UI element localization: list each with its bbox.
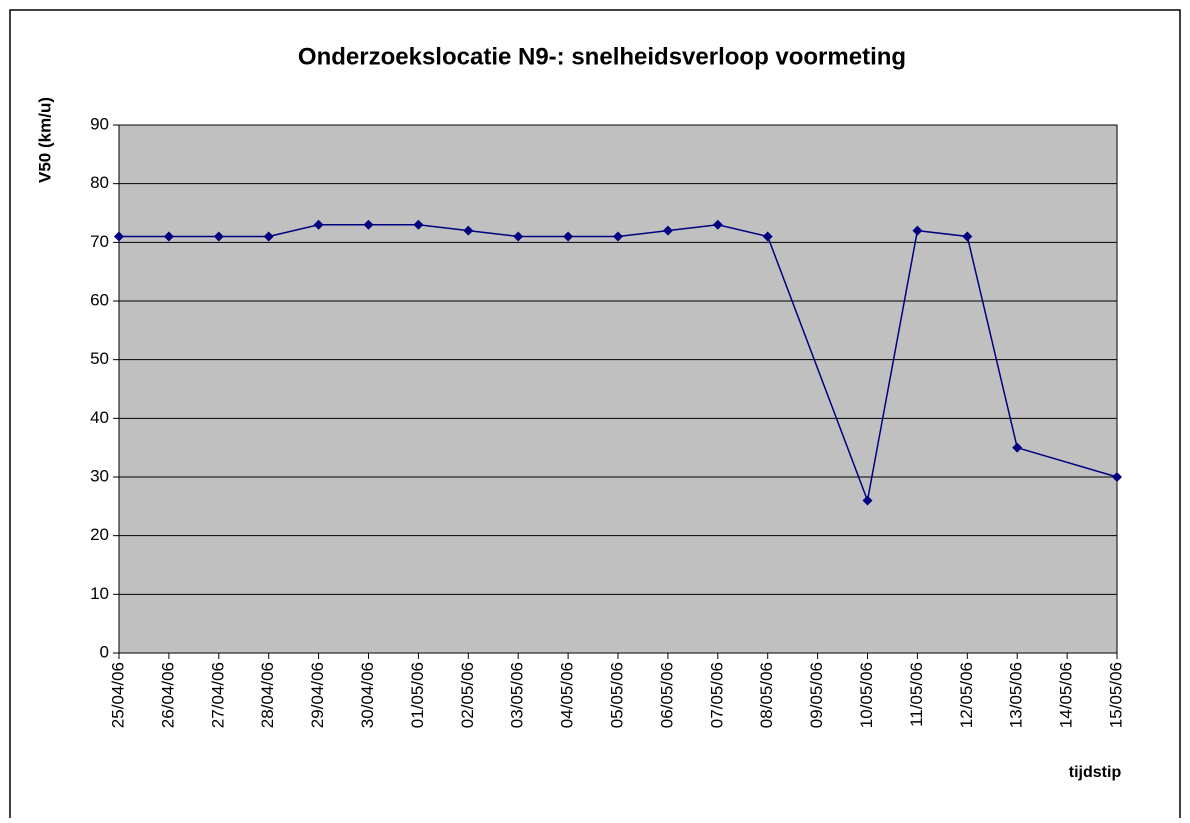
data-point bbox=[263, 231, 274, 242]
x-tick-label: 28/04/06 bbox=[258, 662, 277, 728]
data-point bbox=[563, 231, 574, 242]
x-tick-label: 04/05/06 bbox=[558, 662, 577, 728]
data-point bbox=[413, 219, 424, 230]
y-tick-label: 90 bbox=[90, 114, 109, 133]
data-point bbox=[712, 219, 723, 230]
y-tick-label: 50 bbox=[90, 349, 109, 368]
x-tick-label: 25/04/06 bbox=[108, 662, 127, 728]
y-tick-label: 30 bbox=[90, 466, 109, 485]
x-tick-label: 06/05/06 bbox=[657, 662, 676, 728]
data-point bbox=[313, 219, 324, 230]
x-tick-label: 05/05/06 bbox=[607, 662, 626, 728]
x-tick-label: 29/04/06 bbox=[308, 662, 327, 728]
x-tick-label: 11/05/06 bbox=[907, 662, 926, 727]
data-point bbox=[1112, 472, 1122, 482]
x-tick-label: 03/05/06 bbox=[508, 662, 527, 728]
x-tick-label: 15/05/06 bbox=[1106, 662, 1125, 728]
data-point bbox=[862, 495, 873, 506]
x-tick-label: 13/05/06 bbox=[1007, 662, 1026, 728]
x-tick-label: 01/05/06 bbox=[408, 662, 427, 728]
data-point bbox=[463, 225, 474, 236]
x-tick-label: 30/04/06 bbox=[358, 662, 377, 728]
y-tick-label: 20 bbox=[90, 525, 109, 544]
data-point bbox=[1012, 442, 1023, 453]
data-point bbox=[114, 231, 124, 242]
x-tick-label: 27/04/06 bbox=[208, 662, 227, 728]
y-tick-label: 40 bbox=[90, 408, 109, 427]
y-tick-label: 10 bbox=[90, 584, 109, 603]
x-tick-label: 26/04/06 bbox=[158, 662, 177, 728]
x-tick-label: 02/05/06 bbox=[458, 662, 477, 728]
y-tick-label: 0 bbox=[100, 642, 109, 661]
data-point bbox=[613, 231, 623, 242]
x-tick-label: 14/05/06 bbox=[1057, 662, 1076, 728]
x-tick-label: 09/05/06 bbox=[807, 662, 826, 728]
plot-area bbox=[118, 124, 1118, 654]
data-point bbox=[962, 231, 973, 242]
data-point bbox=[163, 231, 174, 242]
chart-title: Onderzoekslocatie N9-: snelheidsverloop … bbox=[298, 43, 906, 70]
x-tick-label: 12/05/06 bbox=[957, 662, 976, 728]
y-tick-label: 60 bbox=[90, 290, 109, 309]
data-point bbox=[213, 231, 224, 242]
y-axis-label: V50 (km/u) bbox=[35, 97, 54, 183]
x-axis-label: tijdstip bbox=[1069, 764, 1122, 781]
x-tick-label: 10/05/06 bbox=[857, 662, 876, 728]
x-tick-label: 08/05/06 bbox=[757, 662, 776, 728]
data-point bbox=[363, 219, 374, 230]
x-tick-label: 07/05/06 bbox=[707, 662, 726, 728]
data-point bbox=[662, 225, 673, 236]
data-point bbox=[513, 231, 524, 242]
data-point bbox=[912, 225, 923, 236]
data-point bbox=[762, 231, 773, 242]
y-tick-label: 80 bbox=[90, 173, 109, 192]
y-tick-label: 70 bbox=[90, 232, 109, 251]
